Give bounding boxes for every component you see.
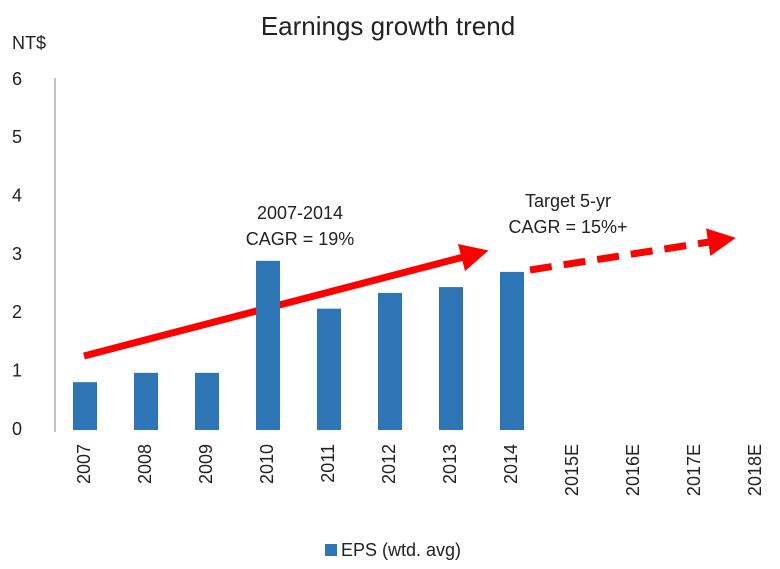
annotation: 2007-2014 xyxy=(257,203,343,223)
annotation: CAGR = 15%+ xyxy=(508,217,627,237)
y-tick-label: 3 xyxy=(12,244,22,264)
y-tick-label: 2 xyxy=(12,302,22,322)
x-tick-label: 2016E xyxy=(623,444,643,496)
x-tick-label: 2015E xyxy=(562,444,582,496)
bar xyxy=(500,271,524,430)
x-tick-label: 2014 xyxy=(501,444,521,484)
legend-swatch xyxy=(325,544,337,556)
x-tick-label: 2013 xyxy=(440,444,460,484)
y-tick-label: 0 xyxy=(12,419,22,439)
legend-label: EPS (wtd. avg) xyxy=(341,540,461,560)
x-tick-label: 2017E xyxy=(684,444,704,496)
chart-title: Earnings growth trend xyxy=(261,11,515,41)
bar xyxy=(73,382,97,430)
bar xyxy=(439,287,463,430)
annotation: Target 5-yr xyxy=(525,191,611,211)
y-tick-label: 4 xyxy=(12,185,22,205)
target-arrow xyxy=(529,228,736,274)
bar xyxy=(195,372,219,430)
x-tick-label: 2008 xyxy=(135,444,155,484)
bar xyxy=(378,292,402,430)
bar xyxy=(317,308,341,430)
x-tick-label: 2009 xyxy=(196,444,216,484)
x-tick-label: 2010 xyxy=(257,444,277,484)
annotation: CAGR = 19% xyxy=(246,229,355,249)
y-tick-label: 6 xyxy=(12,69,22,89)
x-tick-label: 2007 xyxy=(74,444,94,484)
bar xyxy=(134,372,158,430)
y-axis-label: NT$ xyxy=(12,33,46,53)
y-tick-label: 5 xyxy=(12,127,22,147)
x-tick-label: 2012 xyxy=(379,444,399,484)
x-tick-label: 2011 xyxy=(318,444,338,483)
x-tick-label: 2018E xyxy=(745,444,765,496)
y-tick-label: 1 xyxy=(12,360,22,380)
bar xyxy=(256,260,280,430)
